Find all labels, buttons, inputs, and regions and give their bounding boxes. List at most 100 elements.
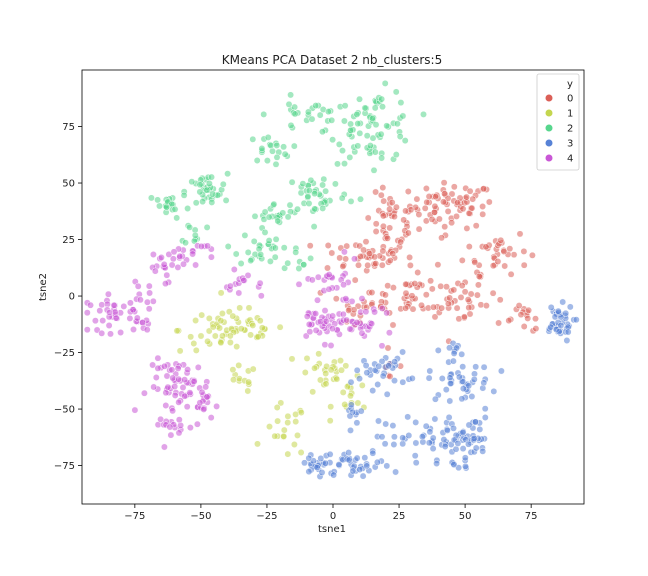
- scatter-point-cluster-3: [468, 393, 476, 400]
- scatter-point-cluster-0: [386, 372, 394, 380]
- scatter-point-cluster-4: [257, 292, 265, 300]
- scatter-point-cluster-1: [197, 332, 205, 340]
- scatter-point-cluster-2: [271, 253, 279, 261]
- scatter-point-cluster-4: [183, 403, 191, 411]
- scatter-point-cluster-0: [532, 325, 540, 333]
- legend-marker-1: [545, 109, 553, 117]
- scatter-point-cluster-0: [422, 291, 430, 299]
- scatter-point-cluster-2: [341, 102, 349, 110]
- legend-marker-2: [545, 124, 553, 132]
- scatter-point-cluster-4: [112, 314, 120, 322]
- scatter-point-cluster-4: [145, 282, 153, 290]
- scatter-point-cluster-4: [168, 261, 176, 269]
- scatter-point-cluster-3: [412, 439, 420, 447]
- scatter-point-cluster-1: [226, 332, 234, 340]
- scatter-point-cluster-0: [500, 248, 508, 255]
- scatter-point-cluster-4: [177, 421, 185, 429]
- scatter-point-cluster-3: [353, 366, 361, 374]
- scatter-point-cluster-0: [471, 258, 479, 266]
- scatter-point-cluster-2: [191, 231, 199, 239]
- scatter-point-cluster-3: [459, 429, 467, 436]
- scatter-point-cluster-2: [383, 122, 391, 130]
- scatter-point-cluster-1: [237, 325, 245, 333]
- y-tick-label: 25: [62, 235, 75, 246]
- scatter-point-cluster-3: [392, 468, 400, 476]
- scatter-point-cluster-0: [437, 282, 445, 290]
- scatter-point-cluster-3: [442, 386, 450, 394]
- scatter-point-cluster-0: [402, 289, 410, 297]
- scatter-point-cluster-2: [319, 181, 327, 189]
- scatter-point-cluster-2: [271, 244, 279, 252]
- scatter-point-cluster-4: [83, 309, 91, 317]
- scatter-point-cluster-0: [453, 212, 460, 220]
- scatter-point-cluster-0: [339, 262, 347, 270]
- scatter-point-cluster-0: [342, 255, 350, 263]
- scatter-point-cluster-4: [140, 389, 148, 397]
- scatter-point-cluster-4: [175, 375, 183, 383]
- scatter-point-cluster-1: [230, 376, 237, 384]
- scatter-point-cluster-4: [167, 431, 175, 439]
- scatter-point-cluster-2: [280, 244, 288, 252]
- scatter-point-cluster-1: [292, 418, 300, 426]
- scatter-point-cluster-2: [397, 99, 405, 107]
- scatter-point-cluster-4: [143, 298, 151, 306]
- scatter-point-cluster-4: [213, 402, 221, 410]
- scatter-point-cluster-1: [217, 289, 225, 297]
- scatter-point-cluster-2: [173, 214, 181, 222]
- scatter-point-cluster-2: [372, 121, 380, 129]
- scatter-point-cluster-4: [362, 308, 370, 316]
- scatter-point-cluster-2: [250, 237, 258, 245]
- scatter-point-cluster-1: [354, 399, 362, 407]
- scatter-point-cluster-2: [381, 79, 389, 87]
- scatter-point-cluster-0: [524, 314, 532, 322]
- scatter-point-cluster-0: [440, 179, 448, 187]
- scatter-point-cluster-3: [425, 374, 433, 382]
- scatter-point-cluster-4: [149, 251, 157, 258]
- scatter-point-cluster-1: [292, 410, 300, 418]
- scatter-point-cluster-3: [418, 433, 426, 441]
- scatter-point-cluster-0: [479, 210, 487, 218]
- scatter-point-cluster-0: [379, 212, 387, 220]
- scatter-point-cluster-0: [495, 319, 503, 327]
- scatter-point-cluster-1: [236, 304, 244, 312]
- scatter-point-cluster-3: [476, 425, 484, 433]
- scatter-point-cluster-4: [244, 271, 252, 279]
- scatter-points: [83, 79, 580, 480]
- scatter-point-cluster-2: [288, 178, 296, 186]
- scatter-point-cluster-2: [287, 91, 295, 99]
- scatter-point-cluster-3: [373, 458, 381, 466]
- scatter-point-cluster-0: [360, 246, 368, 254]
- scatter-point-cluster-4: [145, 305, 153, 313]
- scatter-point-cluster-2: [378, 154, 386, 162]
- scatter-point-cluster-0: [497, 236, 505, 244]
- scatter-point-cluster-3: [322, 459, 329, 467]
- legend-title: y: [567, 79, 573, 90]
- scatter-point-cluster-0: [368, 289, 376, 296]
- scatter-point-cluster-3: [455, 373, 463, 381]
- scatter-point-cluster-2: [299, 180, 307, 188]
- scatter-point-cluster-2: [304, 193, 312, 200]
- scatter-point-cluster-4: [157, 254, 165, 261]
- scatter-point-cluster-3: [345, 456, 353, 464]
- scatter-point-cluster-3: [472, 418, 479, 426]
- scatter-point-cluster-4: [193, 420, 201, 428]
- scatter-point-cluster-0: [328, 249, 336, 257]
- scatter-point-cluster-0: [397, 238, 405, 246]
- scatter-point-cluster-3: [369, 449, 377, 457]
- scatter-point-cluster-3: [465, 382, 473, 390]
- scatter-point-cluster-4: [162, 280, 169, 288]
- scatter-point-cluster-3: [318, 469, 326, 476]
- scatter-point-cluster-2: [286, 201, 294, 209]
- scatter-point-cluster-0: [454, 199, 461, 207]
- scatter-point-cluster-0: [434, 261, 442, 269]
- scatter-point-cluster-3: [346, 412, 354, 420]
- scatter-point-cluster-3: [429, 434, 437, 442]
- scatter-point-cluster-3: [349, 467, 357, 475]
- scatter-point-cluster-4: [169, 374, 177, 382]
- scatter-point-cluster-2: [334, 160, 341, 168]
- scatter-point-cluster-2: [279, 209, 287, 217]
- scatter-point-cluster-3: [425, 439, 433, 447]
- scatter-point-cluster-1: [337, 357, 344, 365]
- scatter-point-cluster-0: [453, 304, 461, 312]
- scatter-point-cluster-3: [497, 367, 505, 375]
